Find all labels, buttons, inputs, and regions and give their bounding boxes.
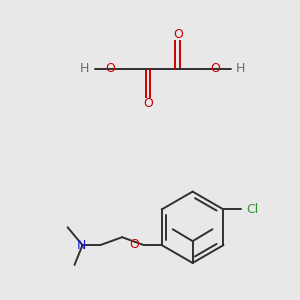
Text: O: O [173, 28, 183, 40]
Text: H: H [80, 62, 90, 75]
Text: Cl: Cl [246, 203, 259, 216]
Text: O: O [105, 62, 115, 75]
Text: O: O [129, 238, 139, 250]
Text: O: O [210, 62, 220, 75]
Text: O: O [143, 97, 153, 110]
Text: H: H [236, 62, 246, 75]
Text: N: N [77, 238, 86, 252]
